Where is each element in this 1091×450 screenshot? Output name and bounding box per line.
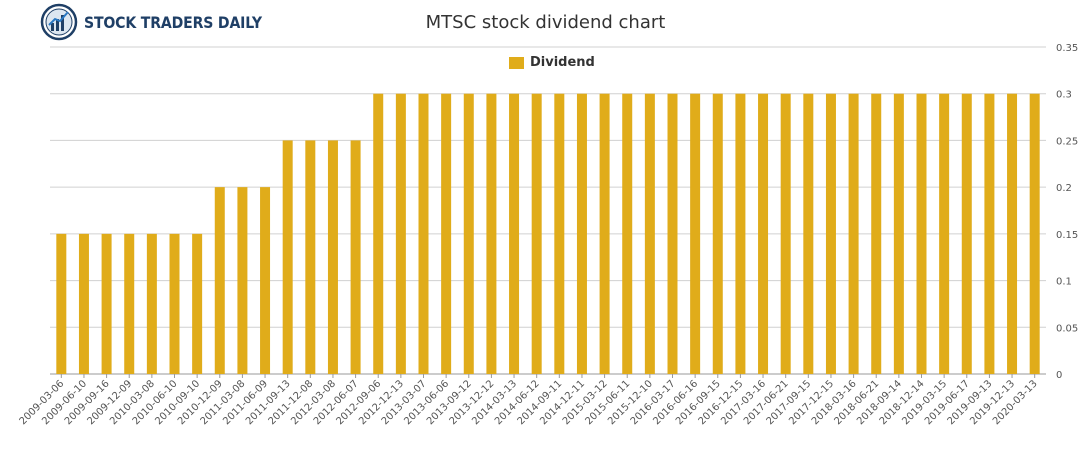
y-tick-label: 0.25 [1056, 136, 1078, 147]
bar-2015-06-11[interactable] [622, 93, 633, 374]
brand-logo[interactable]: STOCK TRADERS DAILY [40, 2, 286, 42]
y-axis-ticks: 0 0.05 0.1 0.15 0.2 0.25 0.3 0.35 [1056, 43, 1078, 381]
bar-2009-03-06[interactable] [56, 233, 67, 374]
bar-2013-12-12[interactable] [486, 93, 497, 374]
bar-2018-03-16[interactable] [848, 93, 859, 374]
legend-label-dividend: Dividend [530, 55, 595, 70]
bar-2019-12-13[interactable] [1007, 93, 1018, 374]
bar-2016-09-15[interactable] [712, 93, 723, 374]
bar-2020-03-13[interactable] [1029, 93, 1040, 374]
y-tick-label: 0.2 [1056, 183, 1072, 194]
bar-2010-12-09[interactable] [214, 187, 225, 374]
brand-name: STOCK TRADERS DAILY [84, 12, 262, 32]
x-axis-ticks: 2009-03-062009-06-102009-09-162009-12-09… [18, 374, 1040, 427]
bar-2012-09-06[interactable] [373, 93, 384, 374]
bar-2012-06-07[interactable] [350, 140, 361, 374]
bar-2018-09-14[interactable] [893, 93, 904, 374]
bar-2010-06-10[interactable] [169, 233, 180, 374]
bar-2013-06-06[interactable] [441, 93, 452, 374]
bar-2009-06-10[interactable] [78, 233, 89, 374]
bar-2019-03-15[interactable] [939, 93, 950, 374]
bar-2017-09-15[interactable] [803, 93, 814, 374]
bar-2015-12-10[interactable] [644, 93, 655, 374]
bar-2014-09-11[interactable] [554, 93, 565, 374]
bar-2011-06-09[interactable] [260, 187, 271, 374]
bar-2009-09-16[interactable] [101, 233, 112, 374]
bar-2009-12-09[interactable] [124, 233, 135, 374]
bar-2016-12-15[interactable] [735, 93, 746, 374]
bar-2017-03-16[interactable] [758, 93, 769, 374]
bar-2012-03-08[interactable] [327, 140, 338, 374]
y-tick-label: 0.1 [1056, 277, 1072, 288]
bar-2011-09-13[interactable] [282, 140, 293, 374]
y-tick-label: 0.35 [1056, 43, 1078, 54]
bar-2011-12-08[interactable] [305, 140, 316, 374]
bar-2016-03-17[interactable] [667, 93, 678, 374]
bar-2014-12-11[interactable] [576, 93, 587, 374]
bar-2014-03-13[interactable] [509, 93, 520, 374]
bar-2014-06-12[interactable] [531, 93, 542, 374]
bar-2016-06-16[interactable] [690, 93, 701, 374]
bar-2012-12-13[interactable] [395, 93, 406, 374]
y-tick-label: 0.05 [1056, 323, 1078, 334]
globe-chart-icon [40, 3, 78, 41]
bar-2015-03-12[interactable] [599, 93, 610, 374]
bar-2018-12-14[interactable] [916, 93, 927, 374]
y-tick-label: 0.3 [1056, 90, 1072, 101]
chart-legend[interactable]: Dividend [509, 55, 595, 70]
bar-2013-03-07[interactable] [418, 93, 429, 374]
bar-2017-12-15[interactable] [825, 93, 836, 374]
bar-2010-09-10[interactable] [192, 233, 203, 374]
bar-2018-06-21[interactable] [871, 93, 882, 374]
bar-2019-06-17[interactable] [961, 93, 972, 374]
chart-title: MTSC stock dividend chart [425, 12, 666, 33]
bar-2011-03-08[interactable] [237, 187, 248, 374]
bars [56, 93, 1040, 374]
y-tick-label: 0.15 [1056, 230, 1078, 241]
bar-2013-09-12[interactable] [463, 93, 474, 374]
bar-2010-03-08[interactable] [146, 233, 157, 374]
bar-2017-06-21[interactable] [780, 93, 791, 374]
legend-swatch-dividend [509, 56, 524, 69]
bar-2019-09-13[interactable] [984, 93, 995, 374]
y-tick-label: 0 [1056, 370, 1062, 381]
